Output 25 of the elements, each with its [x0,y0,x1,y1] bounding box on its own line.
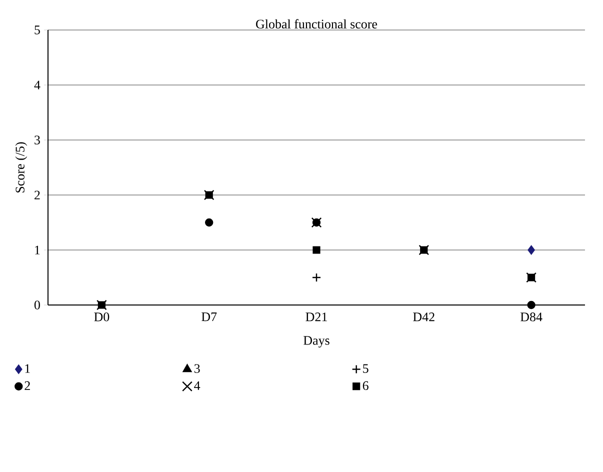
chart-title: Global functional score [256,19,378,28]
y-tick-label: 4 [34,80,40,90]
x-tick-label: D42 [413,312,434,322]
point [205,218,214,227]
x-tick-label: D84 [520,312,542,322]
point [312,246,320,254]
y-tick-label: 3 [34,136,40,144]
legend-label: 5 [363,364,368,373]
x-tick-label: D0 [94,312,110,322]
y-tick-label: 5 [34,26,40,34]
legend-label: 6 [362,381,368,390]
x-tick-label: D7 [202,312,217,322]
y-axis-title: Score (/5) [15,142,28,192]
y-tick-label: 1 [35,246,40,254]
x-tick-label: D21 [306,312,327,322]
legend-label: 2 [24,381,30,390]
x-axis-title: Days [304,336,330,348]
point [312,272,322,282]
y-tick-label: 2 [34,190,40,200]
legend-label: 4 [194,381,200,390]
y-tick-label: 0 [34,300,40,310]
legend-label: 3 [194,364,200,373]
point [528,245,535,255]
legend-label: 1 [25,364,30,373]
point [527,300,536,310]
